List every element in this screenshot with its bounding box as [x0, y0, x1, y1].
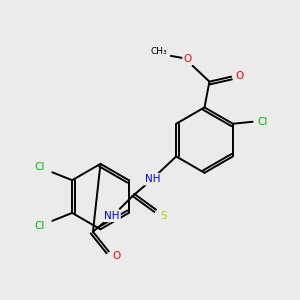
Text: O: O: [112, 250, 121, 260]
Text: Cl: Cl: [34, 221, 45, 231]
Text: Cl: Cl: [34, 162, 45, 172]
Text: S: S: [160, 211, 166, 221]
Text: Cl: Cl: [257, 117, 268, 127]
Text: NH: NH: [145, 174, 160, 184]
Text: O: O: [235, 71, 243, 81]
Text: CH₃: CH₃: [151, 47, 167, 56]
Text: O: O: [184, 54, 192, 64]
Text: NH: NH: [104, 211, 119, 221]
